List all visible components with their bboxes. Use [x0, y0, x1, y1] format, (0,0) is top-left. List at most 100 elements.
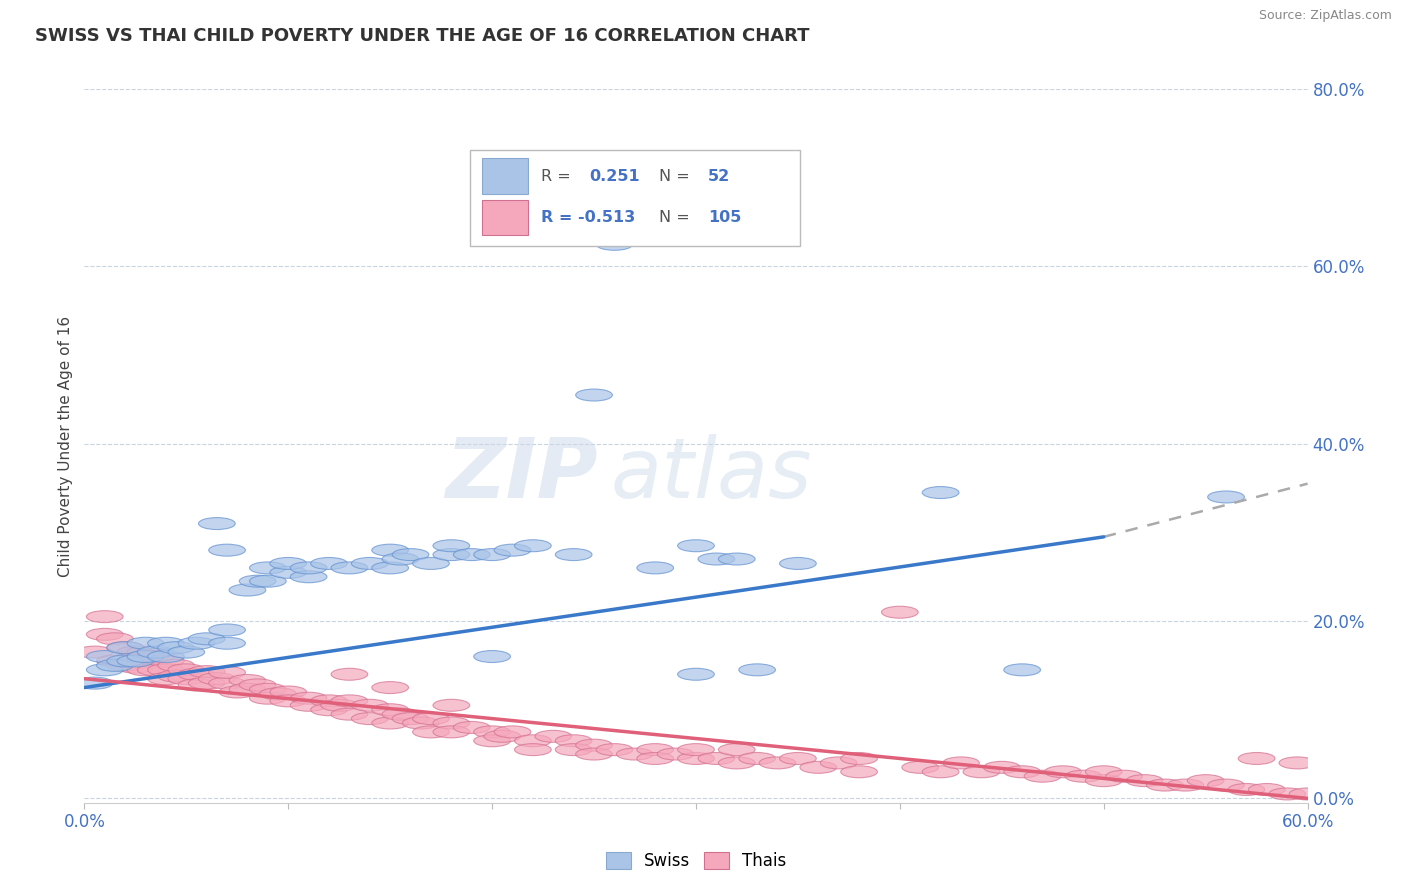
Ellipse shape: [127, 637, 165, 649]
Ellipse shape: [371, 717, 409, 729]
Ellipse shape: [311, 704, 347, 715]
Ellipse shape: [779, 558, 817, 569]
Ellipse shape: [738, 664, 776, 676]
Ellipse shape: [453, 722, 491, 733]
Ellipse shape: [882, 607, 918, 618]
Ellipse shape: [148, 664, 184, 676]
Ellipse shape: [167, 664, 205, 676]
Ellipse shape: [219, 686, 256, 698]
Ellipse shape: [371, 681, 409, 694]
Ellipse shape: [515, 540, 551, 552]
Ellipse shape: [1279, 757, 1316, 769]
FancyBboxPatch shape: [482, 200, 529, 235]
Ellipse shape: [474, 650, 510, 663]
Ellipse shape: [208, 677, 246, 690]
Ellipse shape: [637, 562, 673, 574]
Ellipse shape: [901, 762, 939, 773]
Ellipse shape: [97, 659, 134, 672]
Ellipse shape: [188, 632, 225, 645]
Ellipse shape: [494, 544, 531, 556]
Ellipse shape: [208, 624, 246, 636]
Ellipse shape: [433, 717, 470, 729]
Ellipse shape: [157, 670, 194, 682]
Ellipse shape: [555, 735, 592, 747]
Ellipse shape: [1146, 779, 1184, 791]
Ellipse shape: [392, 713, 429, 724]
Ellipse shape: [107, 659, 143, 672]
Text: R =: R =: [541, 169, 571, 184]
Ellipse shape: [352, 558, 388, 569]
Ellipse shape: [249, 575, 287, 587]
Ellipse shape: [453, 549, 491, 560]
Ellipse shape: [179, 668, 215, 681]
Text: ZIP: ZIP: [446, 434, 598, 515]
Ellipse shape: [402, 717, 439, 729]
Ellipse shape: [352, 699, 388, 711]
Ellipse shape: [1085, 766, 1122, 778]
Ellipse shape: [352, 713, 388, 724]
Ellipse shape: [657, 748, 695, 760]
Ellipse shape: [392, 549, 429, 560]
Ellipse shape: [759, 757, 796, 769]
Ellipse shape: [127, 650, 165, 663]
Ellipse shape: [330, 562, 368, 574]
Ellipse shape: [270, 566, 307, 578]
Ellipse shape: [229, 584, 266, 596]
Ellipse shape: [1227, 783, 1265, 796]
Ellipse shape: [474, 735, 510, 747]
Ellipse shape: [270, 686, 307, 698]
Ellipse shape: [1208, 491, 1244, 503]
Ellipse shape: [229, 683, 266, 696]
Ellipse shape: [1208, 779, 1244, 791]
Ellipse shape: [239, 575, 276, 587]
Ellipse shape: [138, 646, 174, 658]
Ellipse shape: [148, 673, 184, 685]
Ellipse shape: [371, 544, 409, 556]
Ellipse shape: [474, 549, 510, 560]
Ellipse shape: [330, 695, 368, 706]
Ellipse shape: [86, 611, 124, 623]
Text: 0.251: 0.251: [589, 169, 640, 184]
Ellipse shape: [718, 757, 755, 769]
Ellipse shape: [820, 757, 858, 769]
Ellipse shape: [575, 739, 613, 751]
Ellipse shape: [1249, 783, 1285, 796]
Ellipse shape: [208, 544, 246, 556]
Ellipse shape: [494, 726, 531, 738]
Ellipse shape: [1085, 774, 1122, 787]
Ellipse shape: [963, 766, 1000, 778]
Ellipse shape: [1004, 766, 1040, 778]
Ellipse shape: [198, 673, 235, 685]
Ellipse shape: [157, 659, 194, 672]
Ellipse shape: [382, 708, 419, 720]
Ellipse shape: [76, 646, 112, 658]
Ellipse shape: [371, 704, 409, 715]
Ellipse shape: [270, 558, 307, 569]
Legend: Swiss, Thais: Swiss, Thais: [599, 845, 793, 877]
Ellipse shape: [249, 683, 287, 696]
Ellipse shape: [738, 753, 776, 764]
Ellipse shape: [371, 562, 409, 574]
Ellipse shape: [1126, 774, 1163, 787]
Ellipse shape: [922, 486, 959, 499]
Ellipse shape: [1289, 788, 1326, 800]
Ellipse shape: [107, 655, 143, 667]
Ellipse shape: [596, 238, 633, 251]
Ellipse shape: [697, 553, 735, 565]
Ellipse shape: [148, 650, 184, 663]
Ellipse shape: [575, 748, 613, 760]
Ellipse shape: [167, 646, 205, 658]
Ellipse shape: [637, 753, 673, 764]
Ellipse shape: [260, 688, 297, 699]
Ellipse shape: [208, 637, 246, 649]
Ellipse shape: [678, 753, 714, 764]
Ellipse shape: [841, 753, 877, 764]
Ellipse shape: [107, 641, 143, 654]
Ellipse shape: [148, 637, 184, 649]
Ellipse shape: [983, 762, 1021, 773]
Ellipse shape: [127, 664, 165, 676]
Ellipse shape: [433, 549, 470, 560]
Ellipse shape: [1045, 766, 1081, 778]
Ellipse shape: [678, 540, 714, 552]
Ellipse shape: [290, 692, 328, 704]
